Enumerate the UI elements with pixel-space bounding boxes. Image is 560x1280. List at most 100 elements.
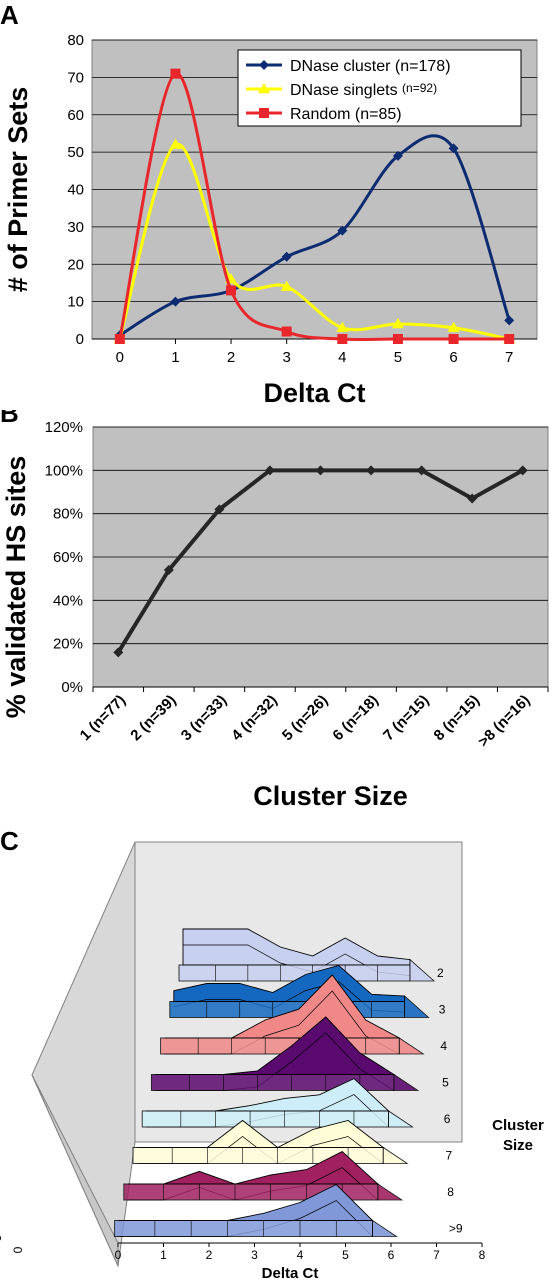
y-tick-label: 0 (11, 1246, 25, 1253)
data-point (366, 465, 377, 476)
x-axis-title: Delta Ct (263, 378, 365, 408)
x-tick-label: 0 (115, 1248, 122, 1262)
x-tick-label: 3 (251, 1248, 258, 1262)
x-tick-label: 2 (n=39) (127, 692, 179, 744)
ribbon-base-2 (160, 1037, 400, 1055)
legend-entry: Random (n=85) (290, 106, 402, 123)
data-point (214, 504, 225, 515)
x-tick-label: 8 (n=15) (431, 692, 483, 744)
x-tick-label: 1 (n=77) (77, 692, 129, 744)
data-point (169, 138, 182, 149)
data-point (336, 321, 349, 332)
data-point (315, 465, 326, 476)
ribbon-cap-7 (372, 1219, 398, 1237)
x-tick-label: 1 (160, 1248, 167, 1262)
data-point (392, 334, 403, 344)
x-tick-label: 0 (116, 349, 124, 366)
y-tick-label: 40% (53, 592, 83, 609)
x-tick-label: 4 (338, 349, 346, 366)
data-point (448, 334, 459, 344)
x-tick-label: 4 (n=32) (228, 692, 280, 744)
legend-entry: DNase cluster (n=178) (290, 58, 451, 75)
y-tick-label: 60% (53, 549, 83, 566)
ribbon-cap-4 (388, 1110, 414, 1128)
panel-a-label: A (0, 0, 19, 30)
data-point (392, 150, 403, 161)
x-tick-label: 6 (388, 1248, 395, 1262)
legend-series-name: Random (290, 106, 355, 123)
ribbon-cap-2 (398, 1037, 425, 1055)
data-point (281, 251, 292, 262)
x-tick-label: 1 (171, 349, 179, 366)
y-tick-label: 80% (53, 506, 83, 523)
series-row-label: 6 (444, 1112, 451, 1126)
ribbon-cap-0 (409, 958, 436, 982)
x-tick-label: 5 (394, 349, 402, 366)
x-tick-label: >8 (n=16) (475, 692, 534, 751)
x-tick-label: 3 (n=33) (178, 692, 230, 744)
ribbon-cap-6 (377, 1183, 404, 1201)
data-point (337, 225, 348, 236)
ribbon-cap-5 (382, 1146, 409, 1164)
z-axis-title-line1: Cluster (492, 1117, 544, 1134)
legend-marker (259, 60, 269, 70)
x-tick-label: 2 (227, 349, 235, 366)
x-tick-label: 7 (505, 349, 513, 366)
legend-box (237, 49, 522, 127)
data-point (517, 465, 528, 476)
y-tick-label: 60 (67, 107, 84, 124)
series-row-label: 8 (447, 1185, 454, 1199)
ribbon-base-0 (178, 964, 411, 982)
y-tick-label: 120% (45, 419, 83, 436)
data-point (114, 334, 125, 344)
series-row-label: 7 (446, 1149, 453, 1163)
y-tick-label: 80 (67, 32, 84, 49)
x-tick-label: 3 (283, 349, 291, 366)
x-axis-title: Delta Ct (262, 1265, 319, 1280)
legend-series-note: (n=92) (402, 81, 437, 95)
legend-series-note: (n=178) (395, 58, 451, 75)
data-point (264, 465, 275, 476)
y-tick-label: 40 (67, 182, 84, 199)
data-point (337, 334, 348, 344)
y-tick-label: 50 (67, 144, 84, 161)
data-point (448, 143, 459, 154)
y-tick-label: 30 (67, 219, 84, 236)
x-tick-label: 5 (n=26) (279, 692, 331, 744)
panel-b-label: B (0, 410, 19, 428)
series-line-2 (118, 72, 510, 342)
y-tick-label: 10 (67, 294, 84, 311)
data-point (163, 565, 174, 575)
x-tick-label: 2 (206, 1248, 213, 1262)
y-axis-title: # of Primer Sets (3, 87, 33, 293)
series-row-label: 3 (439, 1003, 446, 1017)
side-wall (31, 841, 136, 1268)
ribbon-base-7 (114, 1220, 374, 1237)
panel-a-chart: A 0 10 20 30 40 50 60 70 80 0 1 2 3 4 5 6 7 Delta Ct # of … (0, 0, 538, 408)
y-tick-label: 0% (61, 679, 83, 696)
x-tick-label: 4 (297, 1248, 304, 1262)
series-row-label: >9 (449, 1222, 463, 1236)
data-point (416, 465, 427, 476)
legend-marker (259, 108, 269, 118)
data-point (467, 493, 478, 504)
data-point (170, 296, 181, 307)
series-row-label: 4 (440, 1039, 447, 1053)
legend-series-name: DNase singlets (290, 82, 402, 99)
ribbon-cap-3 (393, 1073, 420, 1091)
legend-series-note: (n=85) (355, 106, 402, 123)
ribbon-cap-1 (404, 995, 430, 1018)
x-axis-title: Cluster Size (253, 781, 408, 811)
panel-c-label: C (0, 830, 19, 856)
legend-marker (258, 83, 270, 94)
y-tick-label: 70 (67, 69, 84, 86)
series-line-0 (119, 134, 511, 337)
y-tick-label: 0 (76, 331, 84, 348)
x-tick-label: 5 (342, 1248, 349, 1262)
y-axis-title: % validated HS sites (1, 456, 31, 719)
panel-b-chart: B 0% 20% 40% 60% 80% 100% 120% 1 (n=77)2 (n=39)… (0, 410, 549, 811)
data-point (113, 647, 124, 658)
y-tick-label: 100% (45, 462, 83, 479)
data-point (391, 318, 404, 329)
legend-entry: DNase singlets (n=92) (290, 81, 437, 99)
